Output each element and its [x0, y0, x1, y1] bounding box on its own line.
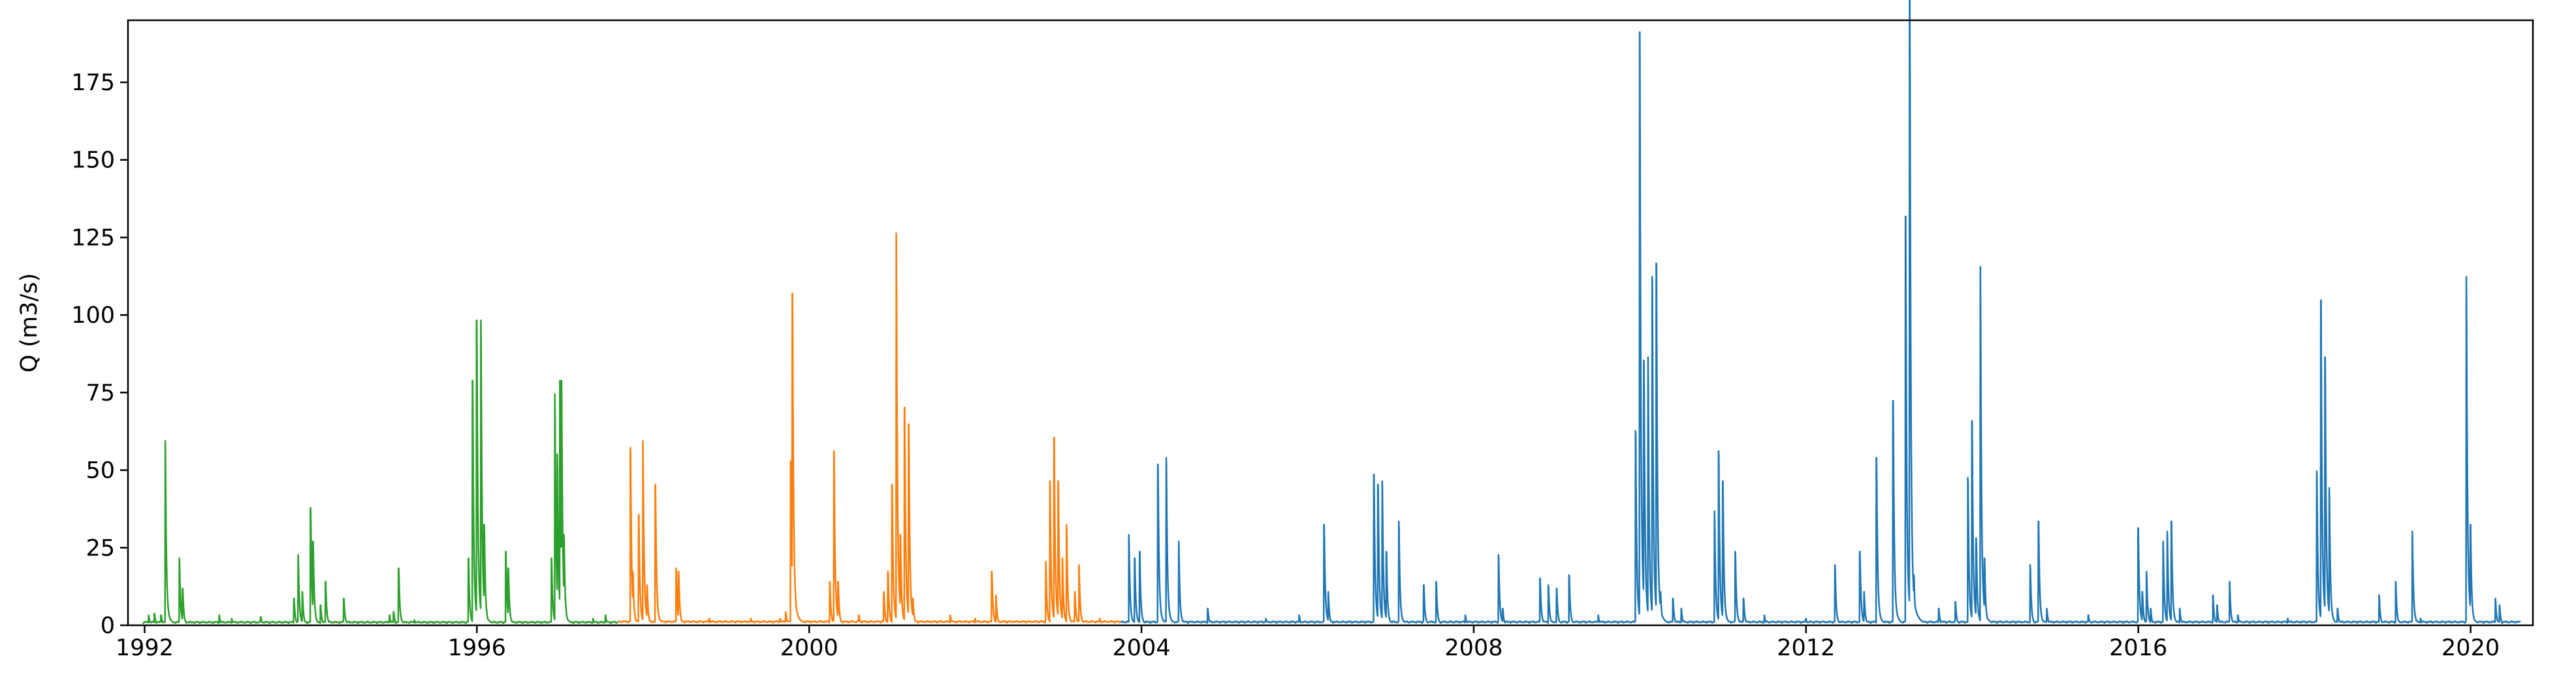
x-tick-label: 2012 — [1777, 635, 1835, 661]
y-tick-label: 175 — [71, 70, 115, 96]
ticks-layer: 1992 1996 2000 2004 2008 2012 2016 2020 0 25 50 75 1… — [71, 70, 2500, 661]
series-line-1 — [142, 319, 619, 625]
x-tick-label: 2004 — [1113, 635, 1171, 661]
x-tick-label: 2000 — [780, 635, 838, 661]
series-line-2 — [617, 232, 1122, 624]
y-tick-label: 100 — [71, 303, 115, 329]
x-tick-label: 2008 — [1444, 635, 1503, 661]
series-line-3 — [1120, 0, 2521, 624]
plot-frame — [127, 19, 2534, 627]
y-tick-label: 0 — [101, 613, 115, 639]
y-tick-label: 150 — [71, 148, 115, 174]
series-layer — [142, 0, 2521, 625]
y-axis-title: Q (m3/s) — [16, 273, 42, 372]
y-tick-label: 75 — [86, 380, 115, 406]
x-tick-label: 1996 — [448, 635, 506, 661]
y-tick-label: 50 — [86, 458, 115, 484]
x-tick-label: 2020 — [2441, 635, 2500, 661]
x-tick-label: 1992 — [116, 635, 174, 661]
x-tick-label: 2016 — [2109, 635, 2167, 661]
y-tick-label: 125 — [71, 225, 115, 251]
y-tick-label: 25 — [86, 535, 115, 561]
